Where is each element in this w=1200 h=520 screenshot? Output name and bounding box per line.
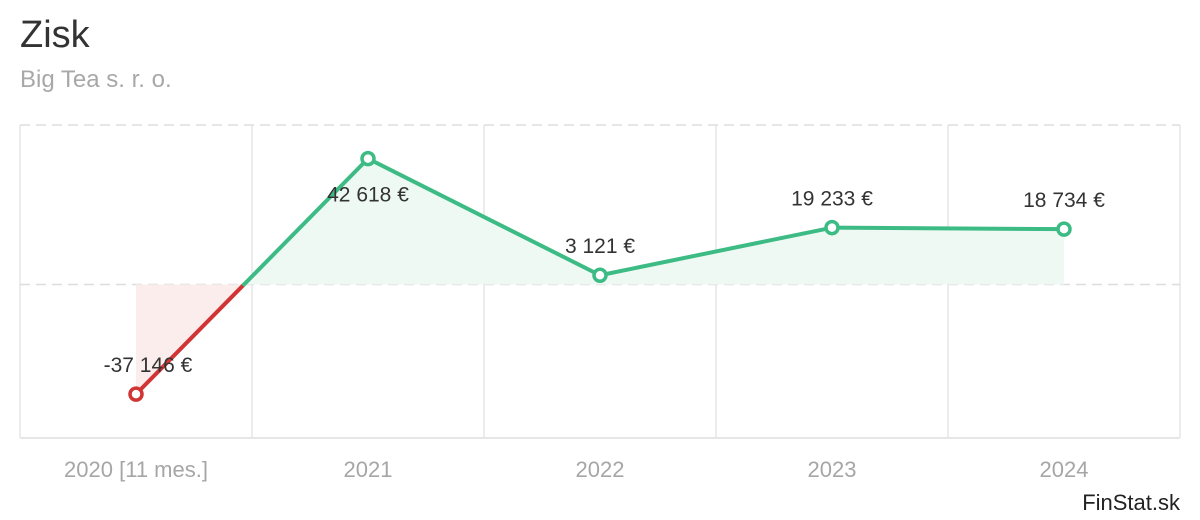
x-tick-label: 2021 — [344, 457, 393, 482]
chart-subtitle: Big Tea s. r. o. — [20, 66, 172, 93]
line-segment-negative — [134, 282, 247, 397]
x-tick-label: 2024 — [1040, 457, 1089, 482]
data-point[interactable] — [128, 386, 144, 402]
data-label: 19 233 € — [791, 188, 873, 211]
data-point[interactable] — [592, 267, 608, 283]
data-label: 42 618 € — [327, 184, 409, 207]
data-point[interactable] — [824, 219, 840, 236]
data-label: 3 121 € — [565, 235, 635, 258]
positive-area — [368, 158, 600, 285]
positive-area — [832, 227, 1064, 285]
line-segment-positive — [598, 225, 834, 278]
chart-title: Zisk — [20, 14, 90, 56]
data-point[interactable] — [360, 150, 376, 167]
data-labels: -37 146 € 42 618 € 3 121 € 19 233 € 18 734 € — [104, 184, 1106, 378]
series-line — [134, 156, 1066, 397]
credit-finstat[interactable]: FinStat.sk — [1082, 490, 1180, 515]
x-tick-label: 2023 — [808, 457, 857, 482]
line-segment-positive — [830, 225, 1066, 232]
data-points — [128, 150, 1072, 402]
data-label: -37 146 € — [104, 354, 193, 377]
positive-area — [600, 227, 832, 285]
x-axis: 2020 [11 mes.] 2021 2022 2023 2024 — [64, 457, 1088, 482]
data-point[interactable] — [1056, 221, 1072, 237]
data-label: 18 734 € — [1023, 189, 1105, 212]
line-segment-positive — [366, 156, 602, 278]
x-tick-label: 2022 — [576, 457, 625, 482]
line-segment-positive — [242, 156, 370, 287]
x-tick-label: 2020 [11 mes.] — [64, 457, 208, 482]
